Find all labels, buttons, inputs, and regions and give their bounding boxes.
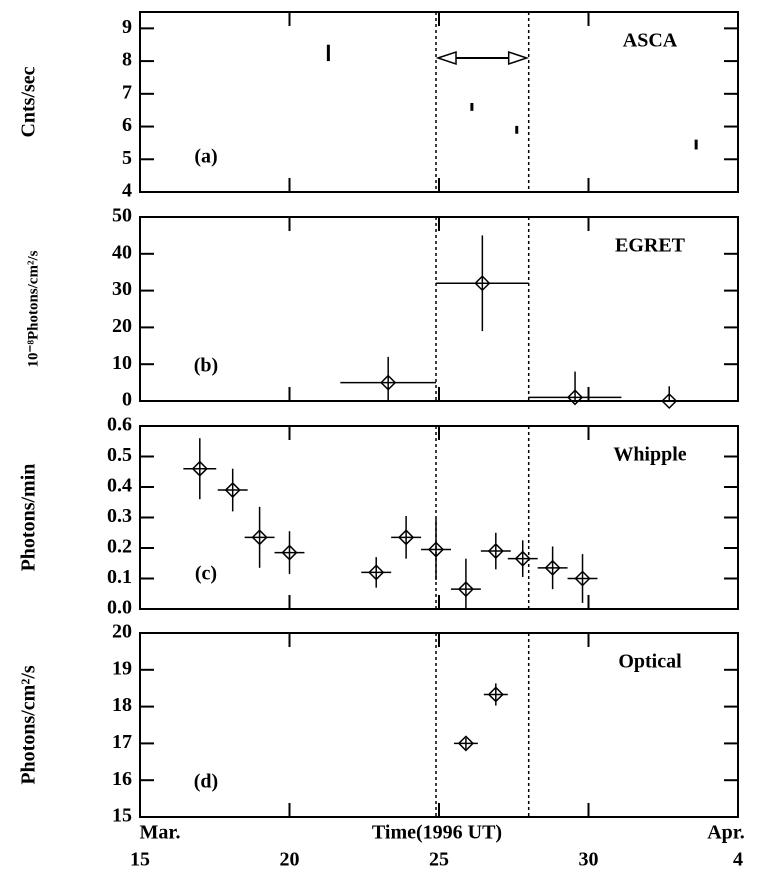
y-tick-label: 0.6 bbox=[107, 414, 132, 436]
y-tick-label: 15 bbox=[112, 805, 132, 827]
x-tick-label: 15 bbox=[130, 849, 150, 871]
y-axis-label: 10⁻⁸Photons/cm²/s bbox=[25, 250, 41, 367]
data-point bbox=[544, 559, 561, 576]
y-tick-label: 18 bbox=[112, 694, 132, 716]
x-start-label: Mar. bbox=[140, 822, 181, 844]
data-point bbox=[487, 542, 504, 560]
x-end-label: Apr. bbox=[707, 822, 745, 844]
y-tick-label: 0.5 bbox=[107, 444, 132, 466]
y-axis-label: Photons/min bbox=[18, 464, 40, 572]
y-tick-label: 0.0 bbox=[107, 597, 132, 619]
panel-title: ASCA bbox=[623, 30, 678, 52]
panel-title: Whipple bbox=[613, 444, 686, 466]
data-point bbox=[368, 564, 385, 581]
data-point bbox=[457, 735, 474, 752]
y-axis-label: Cnts/sec bbox=[18, 66, 40, 137]
data-point bbox=[281, 544, 298, 561]
panel-label: (c) bbox=[195, 563, 217, 585]
data-point bbox=[661, 392, 678, 410]
y-tick-label: 40 bbox=[112, 241, 132, 263]
data-point bbox=[566, 389, 584, 406]
y-tick-label: 7 bbox=[122, 81, 132, 103]
data-point bbox=[474, 275, 491, 292]
y-tick-label: 16 bbox=[112, 768, 132, 790]
data-point bbox=[224, 481, 241, 499]
x-axis-label: Time(1996 UT) bbox=[372, 822, 502, 844]
x-tick-label: 25 bbox=[429, 849, 449, 871]
y-tick-label: 5 bbox=[122, 147, 132, 169]
y-tick-label: 0.3 bbox=[107, 505, 132, 527]
panel-label: (d) bbox=[194, 771, 218, 793]
data-point bbox=[574, 570, 591, 587]
y-tick-label: 0.4 bbox=[107, 475, 132, 497]
y-tick-label: 0.2 bbox=[107, 536, 132, 558]
y-axis-label: Photons/cm²/s bbox=[18, 665, 40, 785]
panel-title: Optical bbox=[618, 651, 682, 673]
data-point bbox=[457, 581, 474, 598]
panel-label: (b) bbox=[194, 355, 218, 377]
y-tick-label: 20 bbox=[112, 315, 132, 337]
data-point bbox=[191, 460, 208, 477]
y-tick-label: 0 bbox=[122, 389, 132, 411]
data-point bbox=[514, 550, 531, 567]
panel-label: (a) bbox=[194, 146, 217, 168]
arrow-head bbox=[435, 50, 457, 66]
y-tick-label: 0.1 bbox=[107, 566, 132, 588]
x-tick-label: 20 bbox=[280, 849, 300, 871]
y-tick-label: 19 bbox=[112, 657, 132, 679]
y-tick-label: 17 bbox=[112, 731, 132, 753]
data-point bbox=[427, 541, 445, 558]
y-tick-label: 6 bbox=[122, 114, 132, 136]
x-tick-label: 30 bbox=[579, 849, 599, 871]
y-tick-label: 20 bbox=[112, 621, 132, 643]
x-tick-label: 4 bbox=[733, 849, 743, 871]
data-point bbox=[251, 529, 268, 546]
data-point bbox=[398, 529, 415, 546]
y-tick-label: 50 bbox=[112, 205, 132, 227]
y-tick-label: 30 bbox=[112, 278, 132, 300]
y-tick-label: 10 bbox=[112, 352, 132, 374]
y-tick-label: 9 bbox=[122, 16, 132, 38]
y-tick-label: 4 bbox=[122, 180, 132, 202]
arrow-head bbox=[507, 50, 530, 66]
y-tick-label: 8 bbox=[122, 49, 132, 71]
data-point bbox=[380, 374, 397, 391]
data-point bbox=[487, 686, 504, 703]
panel-title: EGRET bbox=[615, 235, 686, 257]
